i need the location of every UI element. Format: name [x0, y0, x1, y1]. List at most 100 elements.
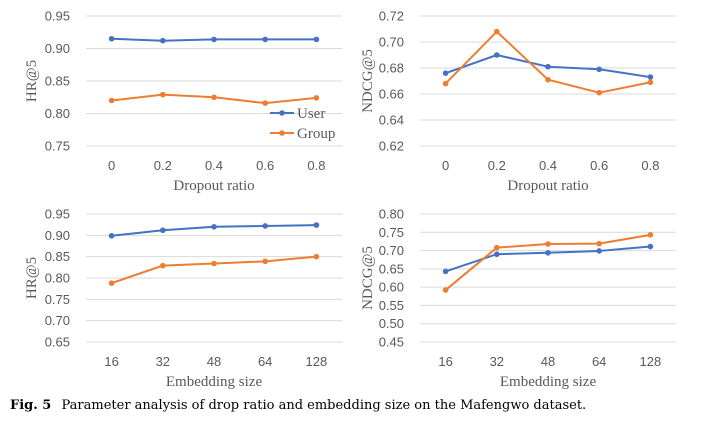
y-tick-label: 0.90 [45, 41, 70, 56]
data-point-user [494, 52, 500, 58]
y-tick-label: 0.80 [45, 271, 70, 286]
y-tick-label: 0.75 [45, 139, 70, 154]
data-point-user [211, 36, 217, 43]
data-point-group [545, 241, 551, 247]
y-tick-label: 0.72 [379, 9, 404, 24]
data-point-user [160, 37, 166, 44]
data-point-user [442, 70, 449, 76]
data-point-group [442, 287, 449, 293]
legend-label-group: Group [297, 126, 335, 142]
data-point-group [647, 232, 654, 238]
data-point-group [596, 89, 602, 96]
x-tick-label: 0.6 [590, 158, 608, 173]
data-point-user [313, 36, 320, 43]
x-tick-label: 0.8 [307, 158, 325, 173]
y-tick-label: 0.45 [379, 335, 404, 350]
y-tick-label: 0.95 [45, 9, 70, 24]
data-point-user [596, 66, 602, 73]
chart-grid: 0.75 0.80 0.85 0.90 0.95 0 0.2 0.4 0.6 0.8 Dropout… [24, 9, 676, 390]
data-point-group [211, 94, 217, 101]
y-axis-title: NDCG@5 [360, 246, 376, 310]
y-tick-label: 0.85 [45, 249, 70, 264]
y-tick-label: 0.50 [379, 316, 404, 331]
chart-1: 0.75 0.80 0.85 0.90 0.95 0 0.2 0.4 0.6 0.8 Dropout… [24, 9, 342, 194]
x-tick-label: 128 [640, 354, 662, 369]
caption-label: Fig. 5 [10, 398, 52, 413]
data-point-group [494, 244, 500, 251]
x-axis-title: Dropout ratio [173, 178, 254, 194]
chart-3: 0.65 0.70 0.75 0.80 0.85 0.90 0.95 16 32 48 64 128 E… [24, 207, 342, 390]
data-point-group [160, 91, 166, 98]
data-point-user [108, 232, 115, 239]
data-point-user [108, 35, 115, 42]
data-point-user [494, 251, 500, 258]
y-tick-label: 0.55 [379, 298, 404, 313]
y-axis-title: NDCG@5 [360, 49, 376, 113]
y-tick-label: 0.70 [45, 313, 70, 328]
data-point-user [647, 74, 654, 80]
x-tick-label: 16 [438, 354, 452, 369]
data-point-group [262, 258, 269, 265]
data-point-user [262, 36, 269, 43]
x-tick-label: 64 [592, 354, 606, 369]
data-point-group [108, 97, 115, 104]
data-point-user [647, 243, 654, 250]
y-tick-label: 0.70 [379, 243, 404, 258]
x-tick-label: 128 [306, 354, 328, 369]
data-point-group [160, 262, 166, 269]
legend-item-user: User [270, 106, 325, 122]
data-point-group [442, 80, 449, 87]
y-tick-label: 0.70 [379, 35, 404, 50]
y-tick-label: 0.68 [379, 61, 404, 76]
x-axis-title: Embedding size [166, 374, 263, 390]
x-tick-label: 32 [156, 354, 170, 369]
y-tick-label: 0.95 [45, 207, 70, 222]
data-point-user [545, 249, 551, 256]
x-tick-label: 0.8 [641, 158, 659, 173]
x-tick-label: 0.4 [205, 158, 223, 173]
y-tick-label: 0.65 [45, 335, 70, 350]
data-point-user [596, 248, 602, 254]
x-tick-label: 48 [541, 354, 555, 369]
data-point-group [647, 79, 654, 86]
chart-2: 0.62 0.64 0.66 0.68 0.70 0.72 0 0.2 0.4 0.6 0.8 Dro… [360, 9, 676, 194]
y-tick-label: 0.80 [45, 106, 70, 121]
x-tick-label: 64 [258, 354, 272, 369]
x-tick-label: 0.2 [488, 158, 506, 173]
x-tick-label: 32 [490, 354, 504, 369]
y-tick-label: 0.90 [45, 228, 70, 243]
data-point-user [211, 224, 217, 230]
y-tick-label: 0.75 [379, 225, 404, 240]
x-tick-label: 48 [207, 354, 221, 369]
data-point-user [262, 223, 269, 229]
y-tick-label: 0.75 [45, 292, 70, 307]
y-tick-label: 0.65 [379, 261, 404, 276]
x-tick-label: 0.4 [539, 158, 557, 173]
legend-marker-group [279, 130, 285, 136]
x-tick-label: 16 [104, 354, 118, 369]
series-line-group [111, 255, 317, 285]
data-point-user [160, 227, 166, 234]
legend-label-user: User [297, 106, 325, 122]
y-tick-label: 0.80 [379, 207, 404, 222]
y-tick-label: 0.66 [379, 87, 404, 102]
data-point-group [545, 76, 551, 83]
legend-marker-user [279, 110, 285, 116]
data-point-group [262, 100, 269, 106]
caption-text: Parameter analysis of drop ratio and emb… [61, 398, 587, 413]
legend-item-group: Group [270, 126, 335, 142]
data-point-group [313, 253, 320, 260]
data-point-user [442, 268, 449, 275]
x-tick-label: 0.6 [256, 158, 274, 173]
x-tick-label: 0 [108, 158, 115, 173]
chart-4: 0.45 0.50 0.55 0.60 0.65 0.70 0.75 0.80 16 32 48 64… [360, 207, 676, 390]
data-point-group [211, 260, 217, 267]
y-axis-title: HR@5 [24, 257, 40, 299]
y-tick-label: 0.62 [379, 139, 404, 154]
figure-caption: Fig. 5 Parameter analysis of drop ratio … [10, 398, 700, 413]
x-axis-title: Embedding size [500, 374, 597, 390]
y-tick-label: 0.60 [379, 280, 404, 295]
data-point-group [596, 240, 602, 247]
data-point-user [313, 222, 320, 228]
